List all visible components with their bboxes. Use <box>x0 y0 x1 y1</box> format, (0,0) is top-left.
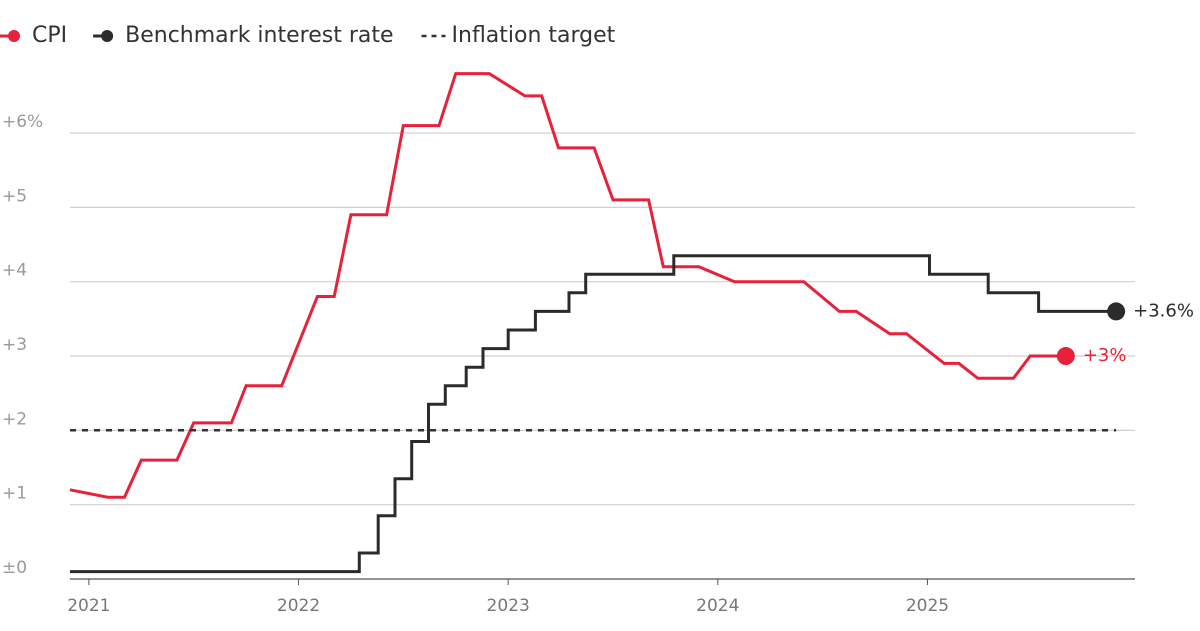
legend-label: CPI <box>32 23 67 48</box>
y-tick-label: +3 <box>2 335 27 355</box>
y-tick-label: +5 <box>2 186 27 206</box>
y-tick-label: +6% <box>2 112 43 132</box>
x-tick-label: 2023 <box>487 596 530 616</box>
end-label: +3% <box>1083 345 1127 366</box>
legend-label: Inflation target <box>452 23 616 48</box>
x-tick-label: 2024 <box>696 596 739 616</box>
y-tick-label: ±0 <box>2 558 27 578</box>
y-tick-label: +4 <box>2 261 27 281</box>
legend-dot <box>8 30 20 42</box>
x-tick-label: 2022 <box>277 596 320 616</box>
y-tick-label: +2 <box>2 409 27 429</box>
y-tick-label: +1 <box>2 484 27 504</box>
end-marker <box>1107 302 1126 321</box>
legend-label: Benchmark interest rate <box>125 23 393 48</box>
x-tick-label: 2021 <box>67 596 110 616</box>
series-line <box>70 254 1117 574</box>
legend-dot <box>101 30 114 42</box>
x-tick-label: 2025 <box>906 596 949 616</box>
end-marker <box>1056 347 1075 366</box>
series-line <box>69 72 1066 499</box>
end-label: +3.6% <box>1133 300 1194 321</box>
